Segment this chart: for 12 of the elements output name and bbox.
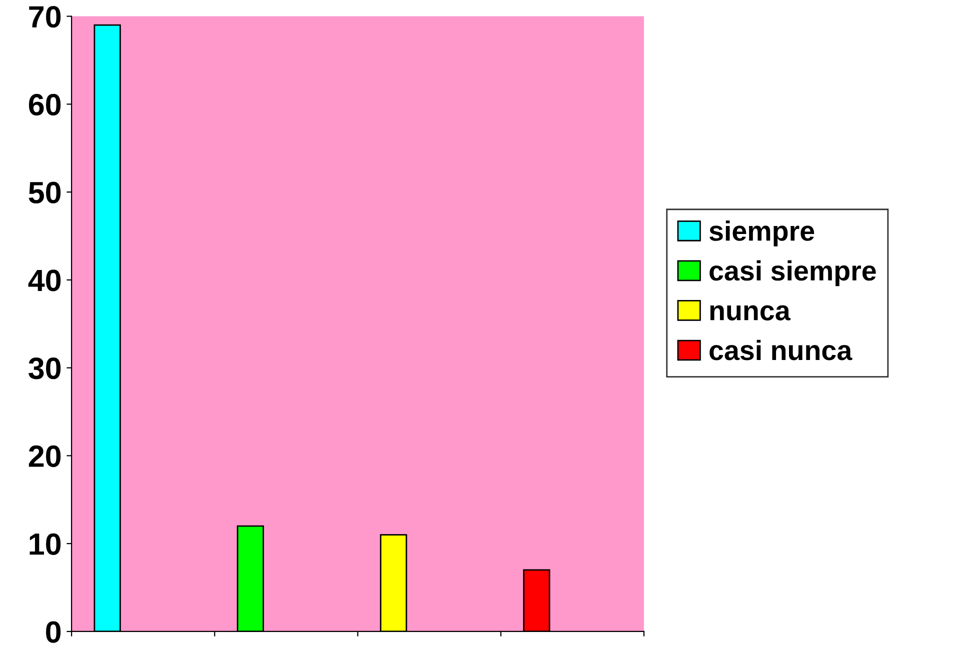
y-tick-label: 30 (28, 358, 61, 380)
legend-label: casi nunca (710, 340, 852, 360)
y-tick-label: 10 (30, 533, 61, 555)
legend-label: nunca (710, 305, 790, 320)
legend-label: casi siempre (710, 260, 876, 286)
y-tick-label: 60 (28, 94, 61, 116)
y-tick-label: 0 (46, 621, 61, 643)
y-tick-label: 40 (28, 270, 61, 292)
y-tick-label: 70 (29, 6, 61, 28)
y-tick-label: 50 (28, 182, 61, 204)
legend-label: siempre (709, 220, 814, 246)
y-tick-label: 20 (28, 445, 61, 468)
